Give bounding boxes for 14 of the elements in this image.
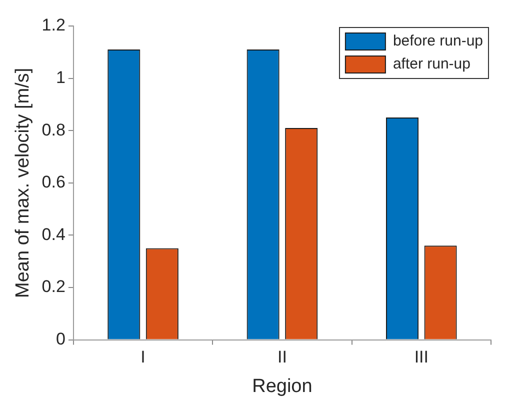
legend-label: before run-up bbox=[392, 32, 484, 50]
x-tick-label: II bbox=[277, 348, 287, 367]
x-axis-title: Region bbox=[252, 376, 312, 397]
y-tick-label: 0.6 bbox=[42, 172, 66, 192]
y-tick-label: 0.2 bbox=[42, 277, 66, 296]
y-axis-title: Mean of max. velocity [m/s] bbox=[12, 68, 34, 298]
y-tick-label: 1 bbox=[56, 68, 66, 87]
x-tick-label: I bbox=[140, 348, 146, 367]
y-tick-label: 0.8 bbox=[42, 120, 66, 140]
x-tick-label: III bbox=[414, 348, 428, 367]
legend-label: after run-up bbox=[392, 56, 470, 73]
y-tick-label: 0.4 bbox=[42, 224, 66, 244]
y-tick-label: 1.2 bbox=[42, 16, 66, 35]
y-tick-label: 0 bbox=[56, 329, 66, 348]
